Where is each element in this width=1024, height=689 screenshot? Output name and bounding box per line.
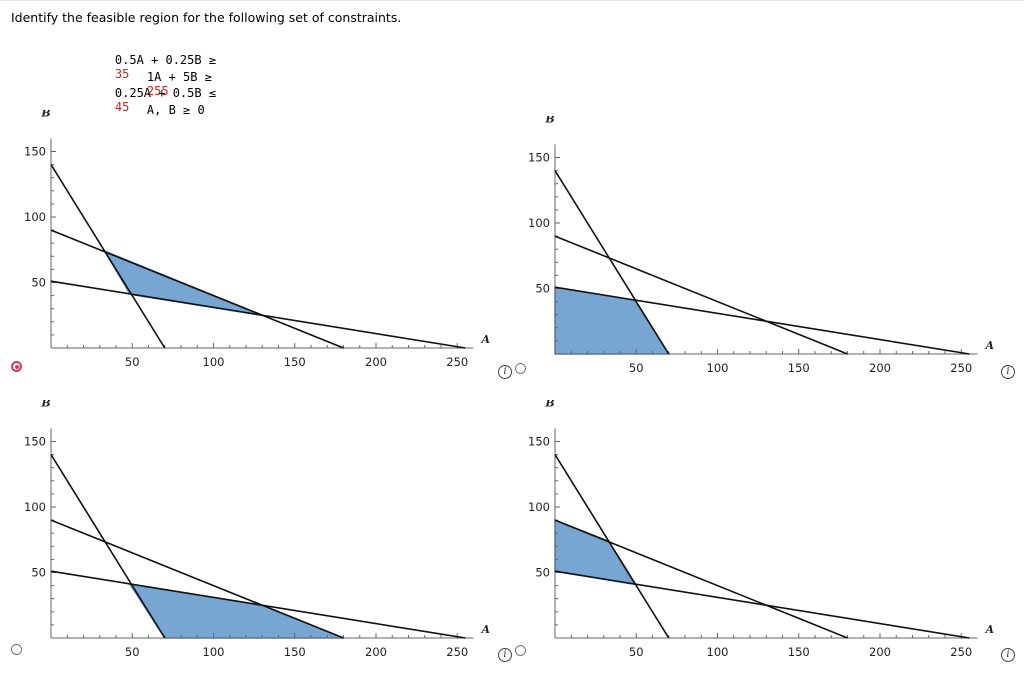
x-tick-label: 100 [203, 355, 225, 369]
constraint-line-2 [554, 286, 970, 355]
feasible-region [128, 583, 344, 639]
x-tick-label: 150 [284, 355, 306, 369]
y-tick-label: 100 [24, 210, 46, 224]
info-icon-option-c[interactable]: i [498, 648, 512, 662]
y-tick-label: 150 [24, 145, 46, 159]
constraint-line-3 [554, 519, 848, 639]
y-tick-label: 100 [528, 216, 550, 230]
x-tick-label: 50 [125, 645, 140, 659]
x-tick-label: 200 [365, 355, 387, 369]
constraint-line-3 [50, 229, 344, 349]
radio-button-option-a[interactable] [11, 361, 22, 372]
constraint-line-2 [554, 570, 970, 639]
top-divider [0, 0, 1024, 1]
constraint-line-2 [50, 570, 466, 639]
question-text: Identify the feasible region for the fol… [11, 10, 402, 25]
constraint-2: 1A + 5B ≥ 255 [118, 56, 212, 98]
y-tick-label: 50 [535, 566, 550, 580]
y-tick-label: 150 [528, 151, 550, 165]
y-tick-label: 100 [528, 500, 550, 514]
x-tick-label: 200 [365, 645, 387, 659]
y-axis-label: B [40, 110, 50, 119]
constraint-1: 0.5A + 0.25B ≥ 35 [86, 39, 216, 81]
y-tick-label: 150 [528, 435, 550, 449]
graph-option-d: 50 100 150 200 250 50 100 150 A B [528, 400, 995, 659]
graph-option-b: 50 100 150 200 250 50 100 150 A B [528, 116, 995, 375]
y-tick-label: 50 [31, 276, 46, 290]
constraint-line-3 [554, 235, 848, 355]
constraint-line-1 [50, 454, 166, 639]
info-icon-option-b[interactable]: i [1001, 365, 1015, 379]
x-axis-label: A [985, 339, 995, 352]
y-axis-label: B [544, 116, 554, 125]
y-axis-label: B [544, 400, 554, 409]
x-axis-label: A [481, 623, 491, 636]
info-icon-option-d[interactable]: i [1001, 648, 1015, 662]
x-tick-label: 200 [869, 361, 891, 375]
constraint-line-2 [50, 280, 466, 349]
x-tick-label: 150 [284, 645, 306, 659]
x-tick-label: 250 [950, 361, 972, 375]
y-tick-label: 100 [24, 500, 46, 514]
constraint-3: 0.25A + 0.5B ≤ 45 [86, 72, 216, 114]
x-tick-label: 150 [788, 645, 810, 659]
constraint-3-lhs: 0.25A + 0.5B ≤ [114, 86, 217, 100]
x-tick-label: 250 [446, 645, 468, 659]
constraint-2-lhs: 1A + 5B ≥ [146, 70, 212, 84]
constraint-line-1 [554, 170, 670, 355]
info-icon-option-a[interactable]: i [498, 365, 512, 379]
constraint-4-lhs: A, B ≥ 0 [146, 103, 205, 117]
constraint-1-lhs: 0.5A + 0.25B ≥ [114, 53, 217, 67]
constraint-line-3 [50, 519, 344, 639]
x-axis-label: A [985, 623, 995, 636]
x-tick-label: 150 [788, 361, 810, 375]
x-tick-label: 250 [446, 355, 468, 369]
radio-button-option-c[interactable] [11, 644, 22, 655]
constraint-line-1 [50, 164, 166, 349]
y-tick-label: 50 [31, 566, 46, 580]
graph-option-a: 50 100 150 200 250 50 100 150 A B [24, 110, 491, 369]
constraint-1-rhs: 35 [114, 67, 130, 81]
graph-option-c: 50 100 150 200 250 50 100 150 A B [24, 400, 491, 659]
x-tick-label: 100 [707, 361, 729, 375]
constraint-line-1 [554, 454, 670, 639]
constraint-4: A, B ≥ 0 [118, 89, 205, 117]
x-tick-label: 200 [869, 645, 891, 659]
y-axis-label: B [40, 400, 50, 409]
x-tick-label: 250 [950, 645, 972, 659]
x-tick-label: 100 [203, 645, 225, 659]
constraint-3-rhs: 45 [114, 100, 130, 114]
feasible-region [554, 286, 671, 355]
x-tick-label: 50 [629, 645, 644, 659]
x-axis-label: A [481, 333, 491, 346]
radio-button-option-d[interactable] [515, 645, 526, 656]
y-tick-label: 50 [535, 282, 550, 296]
feasible-region [554, 519, 636, 586]
x-tick-label: 50 [629, 361, 644, 375]
x-tick-label: 50 [125, 355, 140, 369]
radio-button-option-b[interactable] [515, 363, 526, 374]
constraint-2-rhs: 255 [146, 84, 169, 98]
y-tick-label: 150 [24, 435, 46, 449]
x-tick-label: 100 [707, 645, 729, 659]
